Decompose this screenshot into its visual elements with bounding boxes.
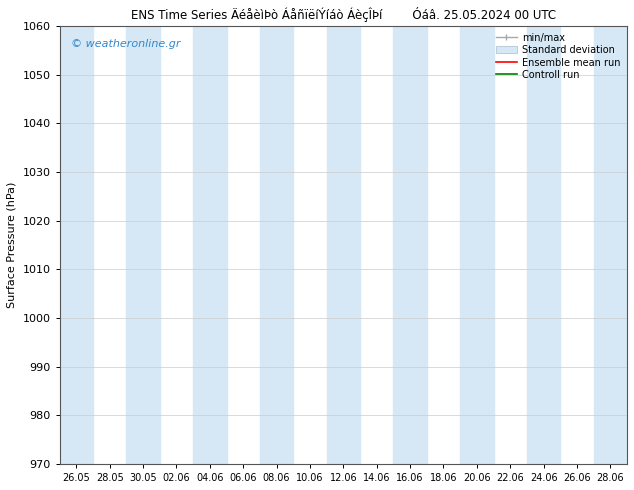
Y-axis label: Surface Pressure (hPa): Surface Pressure (hPa) (7, 182, 17, 308)
Bar (260, 26, 294, 464)
Bar (60, 26, 93, 464)
Text: © weatheronline.gr: © weatheronline.gr (71, 39, 181, 49)
Bar (394, 26, 427, 464)
Bar (460, 26, 493, 464)
Bar (126, 26, 160, 464)
Bar (327, 26, 360, 464)
Bar (193, 26, 226, 464)
Legend: min/max, Standard deviation, Ensemble mean run, Controll run: min/max, Standard deviation, Ensemble me… (493, 31, 622, 82)
Bar (593, 26, 627, 464)
Title: ENS Time Series ÄéåèìÞò ÁåñïëíÝíáò ÁèçÎÞí        Óáâ. 25.05.2024 00 UTC: ENS Time Series ÄéåèìÞò ÁåñïëíÝíáò ÁèçÎÞ… (131, 7, 556, 22)
Bar (527, 26, 560, 464)
